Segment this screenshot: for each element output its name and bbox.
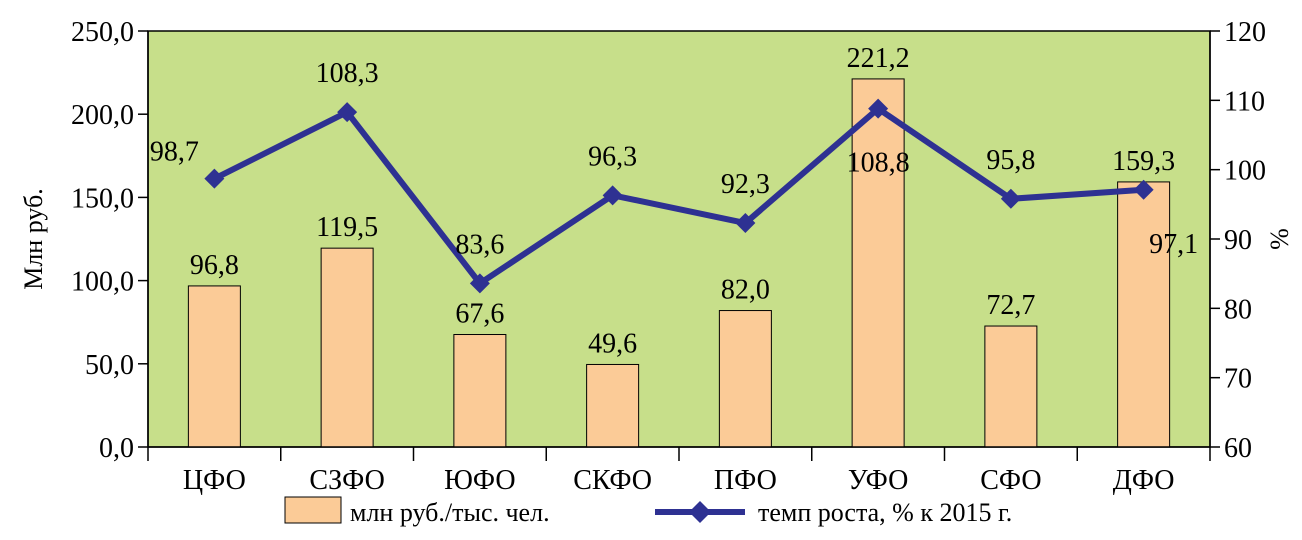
line-data-label: 97,1 <box>1149 229 1198 260</box>
line-data-label: 83,6 <box>455 229 504 260</box>
bar-data-label: 72,7 <box>986 290 1035 321</box>
bar-data-label: 221,2 <box>847 43 910 74</box>
x-tick-label: ЮФО <box>444 465 515 496</box>
y2-tick-label: 120 <box>1224 17 1266 48</box>
y2-tick-label: 100 <box>1224 156 1266 187</box>
line-point <box>204 168 225 189</box>
y-tick-label: 50,0 <box>85 350 134 381</box>
legend-line-marker <box>689 501 711 523</box>
y-tick-label: 250,0 <box>71 17 134 48</box>
y-tick-label: 200,0 <box>71 100 134 131</box>
y2-tick-label: 110 <box>1224 86 1265 117</box>
line-data-label: 96,3 <box>588 141 637 172</box>
line-point <box>735 213 756 234</box>
legend-bar-label: млн руб./тыс. чел. <box>350 498 550 527</box>
bar-data-label: 82,0 <box>721 275 770 306</box>
x-tick-label: СКФО <box>573 465 652 496</box>
y-tick-label: 0,0 <box>99 433 134 464</box>
bar <box>984 325 1038 448</box>
y2-tick-label: 70 <box>1224 364 1252 395</box>
x-tick-label: ПФО <box>714 465 777 496</box>
line-point <box>1133 179 1154 200</box>
x-tick-label: ДФО <box>1113 465 1175 496</box>
bar <box>718 310 772 448</box>
bar <box>586 363 640 448</box>
x-tick-label: СЗФО <box>309 465 384 496</box>
y2-tick-label: 80 <box>1224 294 1252 325</box>
line-point <box>868 98 889 119</box>
bar <box>320 247 374 448</box>
line-data-label: 98,7 <box>150 137 199 168</box>
bar-data-label: 96,8 <box>190 250 239 281</box>
y2-axis-title: % <box>1265 228 1294 250</box>
y-tick-label: 100,0 <box>71 267 134 298</box>
line-point <box>602 185 623 206</box>
line-layer <box>204 98 1154 294</box>
bars-layer <box>187 78 1171 448</box>
line-point <box>1000 188 1021 209</box>
legend-line-label: темп роста, % к 2015 г. <box>758 498 1012 527</box>
bar-data-label: 49,6 <box>588 328 637 359</box>
bar-data-label: 119,5 <box>316 212 378 243</box>
bar <box>187 285 241 448</box>
legend-bar-swatch <box>284 496 342 524</box>
line-point <box>337 102 358 123</box>
labels-layer: 96,8 119,5 67,6 49,6 82,0 221,2 72,7 159,3 98,7 1… <box>150 43 1198 360</box>
bar <box>1117 181 1171 448</box>
x-tick-label: ЦФО <box>183 465 246 496</box>
bar-data-label: 159,3 <box>1112 146 1175 177</box>
series-line <box>213 105 1144 287</box>
y-tick-label: 150,0 <box>71 183 134 214</box>
line-data-label: 95,8 <box>986 145 1035 176</box>
axes-layer: 0,0 50,0 100,0 150,0 200,0 250,0 60 70 80 90 100 11… <box>71 17 1266 496</box>
line-data-label: 108,8 <box>847 148 910 179</box>
line-data-label: 92,3 <box>721 169 770 200</box>
bar <box>851 78 905 448</box>
bar-data-label: 67,6 <box>455 299 504 330</box>
legend: млн руб./тыс. чел. темп роста, % к 2015 … <box>284 496 1012 527</box>
plot-area <box>147 30 1211 448</box>
y-axis-title: Млн руб. <box>19 188 48 290</box>
x-tick-label: УФО <box>848 465 908 496</box>
bar <box>453 334 507 448</box>
x-tick-label: СФО <box>980 465 1041 496</box>
y2-tick-label: 60 <box>1224 433 1252 464</box>
line-point <box>469 273 490 294</box>
y2-tick-label: 90 <box>1224 225 1252 256</box>
line-data-label: 108,3 <box>316 58 379 89</box>
